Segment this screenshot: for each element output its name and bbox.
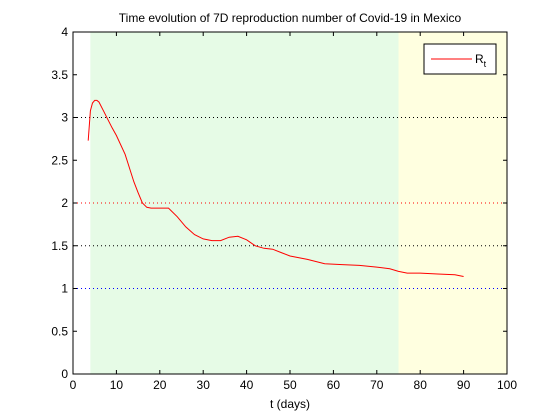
x-tick-label: 30 bbox=[197, 378, 211, 392]
y-tick-label: 0.5 bbox=[51, 324, 68, 338]
y-tick-label: 0 bbox=[61, 367, 68, 381]
legend: Rt bbox=[423, 43, 497, 75]
y-tick-label: 4 bbox=[61, 25, 68, 39]
x-tick-label: 70 bbox=[370, 378, 384, 392]
background-band-1 bbox=[398, 32, 507, 374]
y-tick-label: 2 bbox=[61, 196, 68, 210]
x-tick-label: 40 bbox=[240, 378, 254, 392]
x-axis-label: t (days) bbox=[270, 397, 310, 411]
legend-label-sub: t bbox=[484, 59, 487, 69]
y-tick-label: 1.5 bbox=[51, 239, 68, 253]
y-tick-label: 3.5 bbox=[51, 68, 68, 82]
series-lines bbox=[87, 99, 464, 277]
y-ticks: 0 0.5 1 1.5 2 2.5 3 3.5 4 bbox=[51, 25, 507, 381]
y-tick-label: 3 bbox=[61, 111, 68, 125]
legend-label-main: R bbox=[475, 52, 484, 66]
chart-title: Time evolution of 7D reproduction number… bbox=[119, 11, 462, 25]
legend-label-rt: Rt bbox=[475, 52, 487, 69]
reference-lines bbox=[73, 117, 507, 289]
x-tick-label: 60 bbox=[327, 378, 341, 392]
background-band-0 bbox=[90, 32, 399, 374]
series-line-rt bbox=[87, 99, 464, 277]
x-tick-label: 50 bbox=[283, 378, 297, 392]
y-tick-label: 2.5 bbox=[51, 153, 68, 167]
x-tick-label: 0 bbox=[70, 378, 77, 392]
x-tick-label: 20 bbox=[153, 378, 167, 392]
x-tick-label: 80 bbox=[414, 378, 428, 392]
y-tick-label: 1 bbox=[61, 282, 68, 296]
x-ticks: 0 10 20 30 40 50 60 70 80 90 100 bbox=[70, 32, 517, 392]
x-tick-label: 10 bbox=[110, 378, 124, 392]
x-tick-label: 100 bbox=[497, 378, 517, 392]
x-tick-label: 90 bbox=[457, 378, 471, 392]
plot-backgrounds bbox=[90, 32, 507, 374]
